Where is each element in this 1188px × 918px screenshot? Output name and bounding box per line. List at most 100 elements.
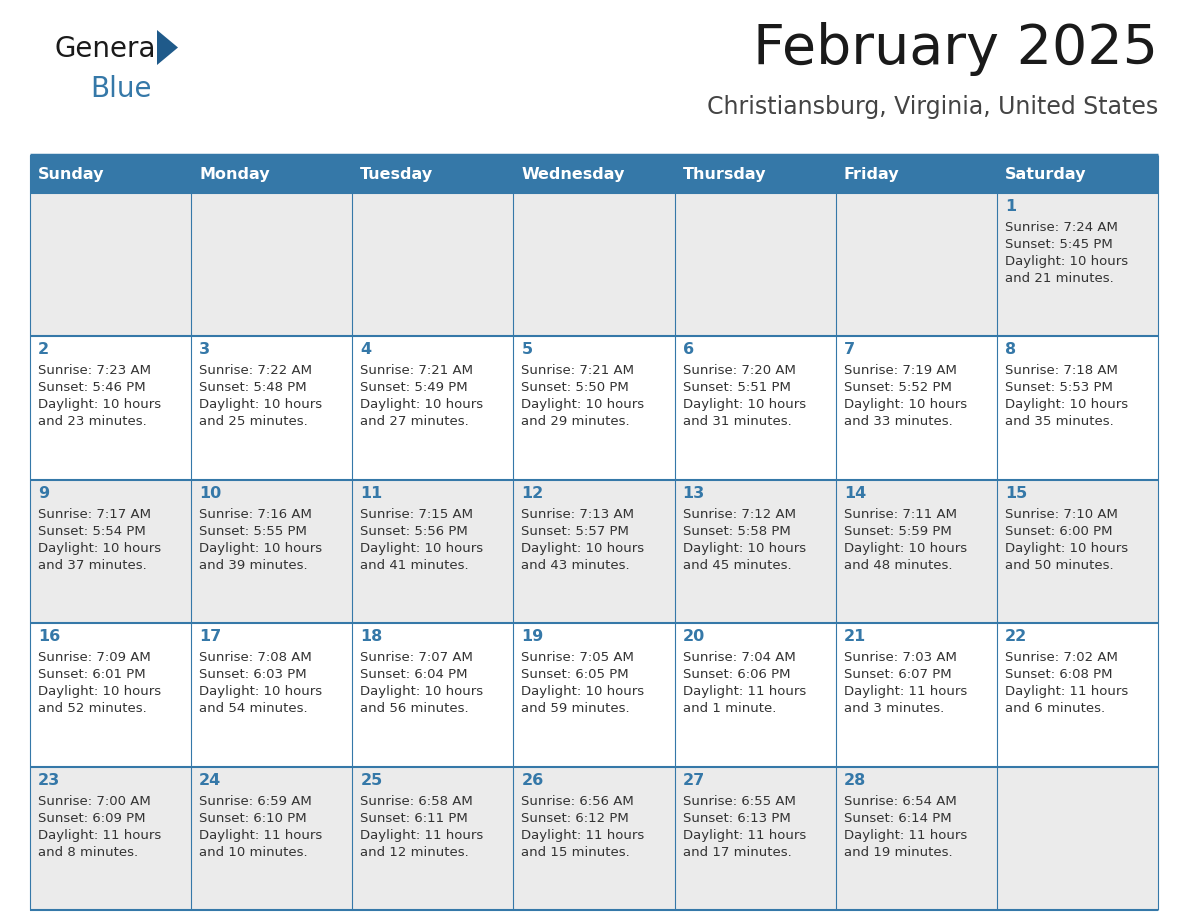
- Text: and 17 minutes.: and 17 minutes.: [683, 845, 791, 858]
- Text: 24: 24: [200, 773, 221, 788]
- Text: Daylight: 10 hours: Daylight: 10 hours: [200, 398, 322, 411]
- Bar: [353, 336, 513, 480]
- Text: 19: 19: [522, 629, 544, 644]
- Text: Christiansburg, Virginia, United States: Christiansburg, Virginia, United States: [707, 95, 1158, 119]
- Bar: [30, 336, 191, 480]
- Text: Daylight: 11 hours: Daylight: 11 hours: [843, 685, 967, 699]
- Text: Sunrise: 6:55 AM: Sunrise: 6:55 AM: [683, 795, 796, 808]
- Bar: [191, 480, 353, 623]
- Text: Sunset: 6:11 PM: Sunset: 6:11 PM: [360, 812, 468, 824]
- Text: Sunrise: 7:22 AM: Sunrise: 7:22 AM: [200, 364, 312, 377]
- Text: 18: 18: [360, 629, 383, 644]
- Text: and 12 minutes.: and 12 minutes.: [360, 845, 469, 858]
- Text: 15: 15: [1005, 486, 1028, 501]
- Text: Daylight: 10 hours: Daylight: 10 hours: [38, 542, 162, 554]
- Text: 26: 26: [522, 773, 544, 788]
- Text: Daylight: 11 hours: Daylight: 11 hours: [38, 829, 162, 842]
- Text: and 3 minutes.: and 3 minutes.: [843, 702, 944, 715]
- Text: Sunset: 5:57 PM: Sunset: 5:57 PM: [522, 525, 630, 538]
- Text: and 33 minutes.: and 33 minutes.: [843, 416, 953, 429]
- Text: 25: 25: [360, 773, 383, 788]
- Text: Sunrise: 7:02 AM: Sunrise: 7:02 AM: [1005, 651, 1118, 665]
- Text: Sunset: 5:53 PM: Sunset: 5:53 PM: [1005, 381, 1113, 395]
- Bar: [835, 336, 997, 480]
- Text: and 29 minutes.: and 29 minutes.: [522, 416, 630, 429]
- Text: 13: 13: [683, 486, 704, 501]
- Bar: [675, 623, 835, 767]
- Text: Sunset: 6:08 PM: Sunset: 6:08 PM: [1005, 668, 1112, 681]
- Text: Sunset: 6:07 PM: Sunset: 6:07 PM: [843, 668, 952, 681]
- Bar: [675, 336, 835, 480]
- Text: Daylight: 10 hours: Daylight: 10 hours: [683, 542, 805, 554]
- Text: Sunday: Sunday: [38, 166, 105, 182]
- Text: Daylight: 11 hours: Daylight: 11 hours: [683, 829, 805, 842]
- Bar: [30, 193, 191, 336]
- Bar: [30, 623, 191, 767]
- Bar: [675, 767, 835, 910]
- Text: Sunrise: 6:58 AM: Sunrise: 6:58 AM: [360, 795, 473, 808]
- Text: and 39 minutes.: and 39 minutes.: [200, 559, 308, 572]
- Bar: [997, 336, 1158, 480]
- Text: Daylight: 10 hours: Daylight: 10 hours: [1005, 398, 1127, 411]
- Text: Sunset: 6:05 PM: Sunset: 6:05 PM: [522, 668, 630, 681]
- Text: 16: 16: [38, 629, 61, 644]
- Text: Sunrise: 7:15 AM: Sunrise: 7:15 AM: [360, 508, 473, 521]
- Text: and 1 minute.: and 1 minute.: [683, 702, 776, 715]
- Text: Daylight: 11 hours: Daylight: 11 hours: [360, 829, 484, 842]
- Bar: [30, 767, 191, 910]
- Text: Sunset: 5:45 PM: Sunset: 5:45 PM: [1005, 238, 1113, 251]
- Bar: [513, 155, 675, 193]
- Text: Daylight: 10 hours: Daylight: 10 hours: [522, 685, 645, 699]
- Bar: [353, 155, 513, 193]
- Text: Sunrise: 7:19 AM: Sunrise: 7:19 AM: [843, 364, 956, 377]
- Text: Sunrise: 7:21 AM: Sunrise: 7:21 AM: [522, 364, 634, 377]
- Text: Sunset: 6:06 PM: Sunset: 6:06 PM: [683, 668, 790, 681]
- Text: Daylight: 10 hours: Daylight: 10 hours: [360, 685, 484, 699]
- Bar: [30, 155, 191, 193]
- Text: Daylight: 11 hours: Daylight: 11 hours: [683, 685, 805, 699]
- Text: 14: 14: [843, 486, 866, 501]
- Bar: [353, 623, 513, 767]
- Bar: [675, 480, 835, 623]
- Text: 22: 22: [1005, 629, 1028, 644]
- Text: Sunset: 6:10 PM: Sunset: 6:10 PM: [200, 812, 307, 824]
- Text: Thursday: Thursday: [683, 166, 766, 182]
- Text: Sunset: 5:55 PM: Sunset: 5:55 PM: [200, 525, 307, 538]
- Bar: [513, 623, 675, 767]
- Bar: [513, 480, 675, 623]
- Text: Sunrise: 7:11 AM: Sunrise: 7:11 AM: [843, 508, 956, 521]
- Text: Saturday: Saturday: [1005, 166, 1086, 182]
- Text: Sunrise: 7:23 AM: Sunrise: 7:23 AM: [38, 364, 151, 377]
- Text: 7: 7: [843, 342, 855, 357]
- Bar: [191, 155, 353, 193]
- Text: Sunset: 6:14 PM: Sunset: 6:14 PM: [843, 812, 952, 824]
- Text: Sunrise: 7:16 AM: Sunrise: 7:16 AM: [200, 508, 312, 521]
- Text: Sunrise: 7:07 AM: Sunrise: 7:07 AM: [360, 651, 473, 665]
- Bar: [997, 767, 1158, 910]
- Text: Wednesday: Wednesday: [522, 166, 625, 182]
- Bar: [513, 336, 675, 480]
- Bar: [835, 623, 997, 767]
- Bar: [675, 193, 835, 336]
- Bar: [191, 336, 353, 480]
- Bar: [191, 767, 353, 910]
- Text: and 37 minutes.: and 37 minutes.: [38, 559, 147, 572]
- Text: Sunset: 5:48 PM: Sunset: 5:48 PM: [200, 381, 307, 395]
- Polygon shape: [157, 30, 178, 65]
- Text: Daylight: 10 hours: Daylight: 10 hours: [38, 398, 162, 411]
- Text: Sunset: 6:01 PM: Sunset: 6:01 PM: [38, 668, 146, 681]
- Text: Sunset: 5:54 PM: Sunset: 5:54 PM: [38, 525, 146, 538]
- Text: Daylight: 10 hours: Daylight: 10 hours: [38, 685, 162, 699]
- Text: Sunrise: 7:20 AM: Sunrise: 7:20 AM: [683, 364, 796, 377]
- Text: 11: 11: [360, 486, 383, 501]
- Text: Sunset: 6:00 PM: Sunset: 6:00 PM: [1005, 525, 1112, 538]
- Bar: [675, 155, 835, 193]
- Text: Sunrise: 7:00 AM: Sunrise: 7:00 AM: [38, 795, 151, 808]
- Text: Sunset: 5:49 PM: Sunset: 5:49 PM: [360, 381, 468, 395]
- Text: and 48 minutes.: and 48 minutes.: [843, 559, 953, 572]
- Text: and 43 minutes.: and 43 minutes.: [522, 559, 630, 572]
- Text: Daylight: 10 hours: Daylight: 10 hours: [200, 542, 322, 554]
- Text: and 50 minutes.: and 50 minutes.: [1005, 559, 1113, 572]
- Text: and 52 minutes.: and 52 minutes.: [38, 702, 147, 715]
- Text: Sunrise: 7:09 AM: Sunrise: 7:09 AM: [38, 651, 151, 665]
